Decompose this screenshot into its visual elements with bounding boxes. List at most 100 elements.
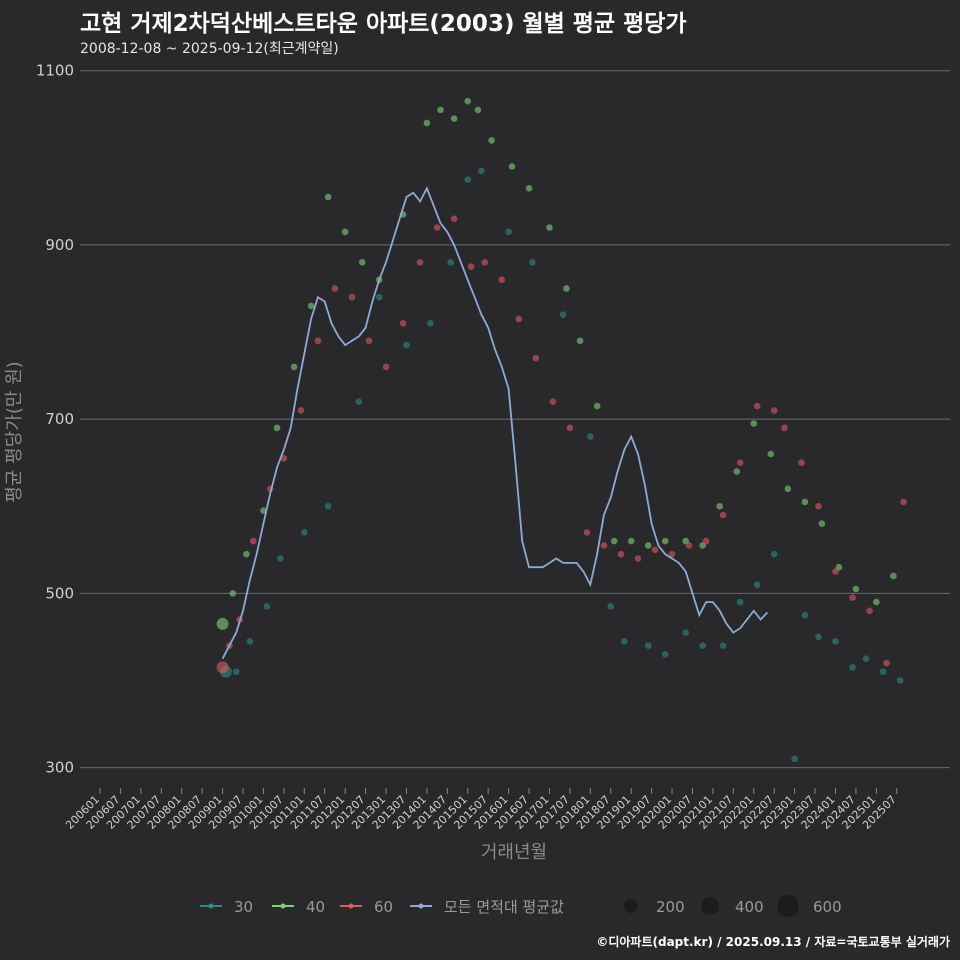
point-40: [576, 337, 584, 345]
legend-dot: [418, 903, 424, 909]
point-30: [801, 611, 809, 619]
average-polyline: [221, 186, 769, 660]
legend-size-label: 400: [735, 898, 764, 916]
point-60: [297, 407, 305, 414]
point-60: [382, 363, 390, 371]
point-40: [890, 572, 897, 580]
point-40: [733, 468, 741, 475]
legend-dot: [280, 903, 286, 909]
point-30: [607, 603, 615, 610]
y-tick-label: 1100: [36, 62, 74, 80]
point-40: [488, 137, 495, 144]
point-30: [464, 176, 472, 183]
point-40: [216, 617, 229, 630]
point-30: [644, 642, 652, 649]
point-30: [621, 637, 628, 645]
point-30: [849, 664, 856, 671]
point-40: [508, 163, 516, 170]
point-40: [358, 259, 366, 266]
point-30: [478, 167, 485, 175]
legend: 30 40 60 모든 면적대 평균값 200 400 600: [200, 895, 842, 917]
point-30: [770, 550, 778, 558]
point-40: [818, 520, 826, 527]
point-60: [849, 594, 856, 602]
y-tick-label: 900: [45, 236, 74, 254]
point-60: [753, 402, 761, 410]
point-60: [532, 354, 540, 362]
point-30: [719, 642, 727, 649]
legend-label: 모든 면적대 평균값: [444, 898, 564, 916]
x-tick-labels: 2006012006072007012007072008012008072009…: [63, 788, 899, 832]
point-60: [467, 263, 475, 271]
y-tick-label: 300: [45, 759, 74, 777]
point-60: [832, 568, 839, 575]
point-60: [770, 407, 778, 414]
legend-size-label: 600: [813, 898, 842, 916]
legend-dot: [348, 903, 354, 909]
point-30: [661, 651, 669, 658]
point-60: [481, 259, 489, 266]
point-30: [879, 668, 887, 676]
point-30: [832, 637, 839, 645]
point-60: [866, 607, 873, 615]
point-60: [249, 537, 257, 545]
point-40: [873, 598, 880, 606]
point-40: [307, 302, 315, 310]
point-30: [753, 581, 761, 588]
point-30: [246, 637, 254, 645]
point-60: [900, 498, 907, 506]
point-60: [651, 546, 659, 554]
point-40: [474, 106, 482, 114]
point-30: [324, 502, 332, 510]
point-30: [559, 311, 567, 318]
source-credit: ©디아파트(dapt.kr) / 2025.09.13 / 자료=국토교통부 실…: [596, 935, 950, 949]
point-40: [716, 502, 724, 510]
chart-title: 고현 거제2차덕산베스트타운 아파트(2003) 월별 평균 평당가: [80, 11, 687, 37]
legend-label: 30: [234, 898, 253, 916]
point-40: [852, 585, 860, 593]
legend-label: 40: [306, 898, 325, 916]
point-60: [736, 459, 744, 466]
point-40: [644, 542, 652, 549]
point-40: [464, 97, 472, 105]
point-60: [566, 424, 574, 432]
point-30: [232, 668, 240, 676]
point-60: [433, 224, 441, 231]
point-60: [781, 424, 788, 432]
point-60: [883, 659, 890, 667]
legend-label: 60: [374, 898, 393, 916]
point-30: [263, 603, 271, 610]
point-40: [341, 228, 349, 236]
point-40: [423, 119, 431, 127]
point-30: [505, 228, 512, 236]
point-60: [815, 502, 822, 510]
point-30: [447, 259, 455, 266]
point-60: [348, 293, 356, 301]
point-40: [437, 106, 444, 114]
point-40: [593, 402, 601, 410]
point-40: [450, 115, 458, 122]
point-60: [583, 529, 591, 536]
point-60: [314, 337, 322, 345]
point-30: [896, 677, 904, 684]
y-tick-label: 700: [45, 410, 74, 428]
point-60: [798, 459, 805, 466]
point-40: [563, 285, 570, 292]
point-60: [416, 259, 424, 266]
point-60: [634, 555, 642, 562]
point-30: [277, 555, 284, 562]
point-60: [399, 320, 407, 327]
point-60: [450, 215, 458, 223]
average-line: [221, 186, 769, 660]
legend-size-circle: [624, 899, 638, 913]
point-40: [546, 224, 553, 231]
point-30: [736, 598, 744, 606]
point-40: [610, 537, 618, 545]
point-40: [324, 193, 332, 201]
point-60: [702, 537, 710, 545]
point-40: [229, 590, 237, 597]
point-30: [403, 341, 410, 349]
scatter-points: [216, 97, 907, 763]
x-axis-label: 거래년월: [481, 842, 547, 863]
